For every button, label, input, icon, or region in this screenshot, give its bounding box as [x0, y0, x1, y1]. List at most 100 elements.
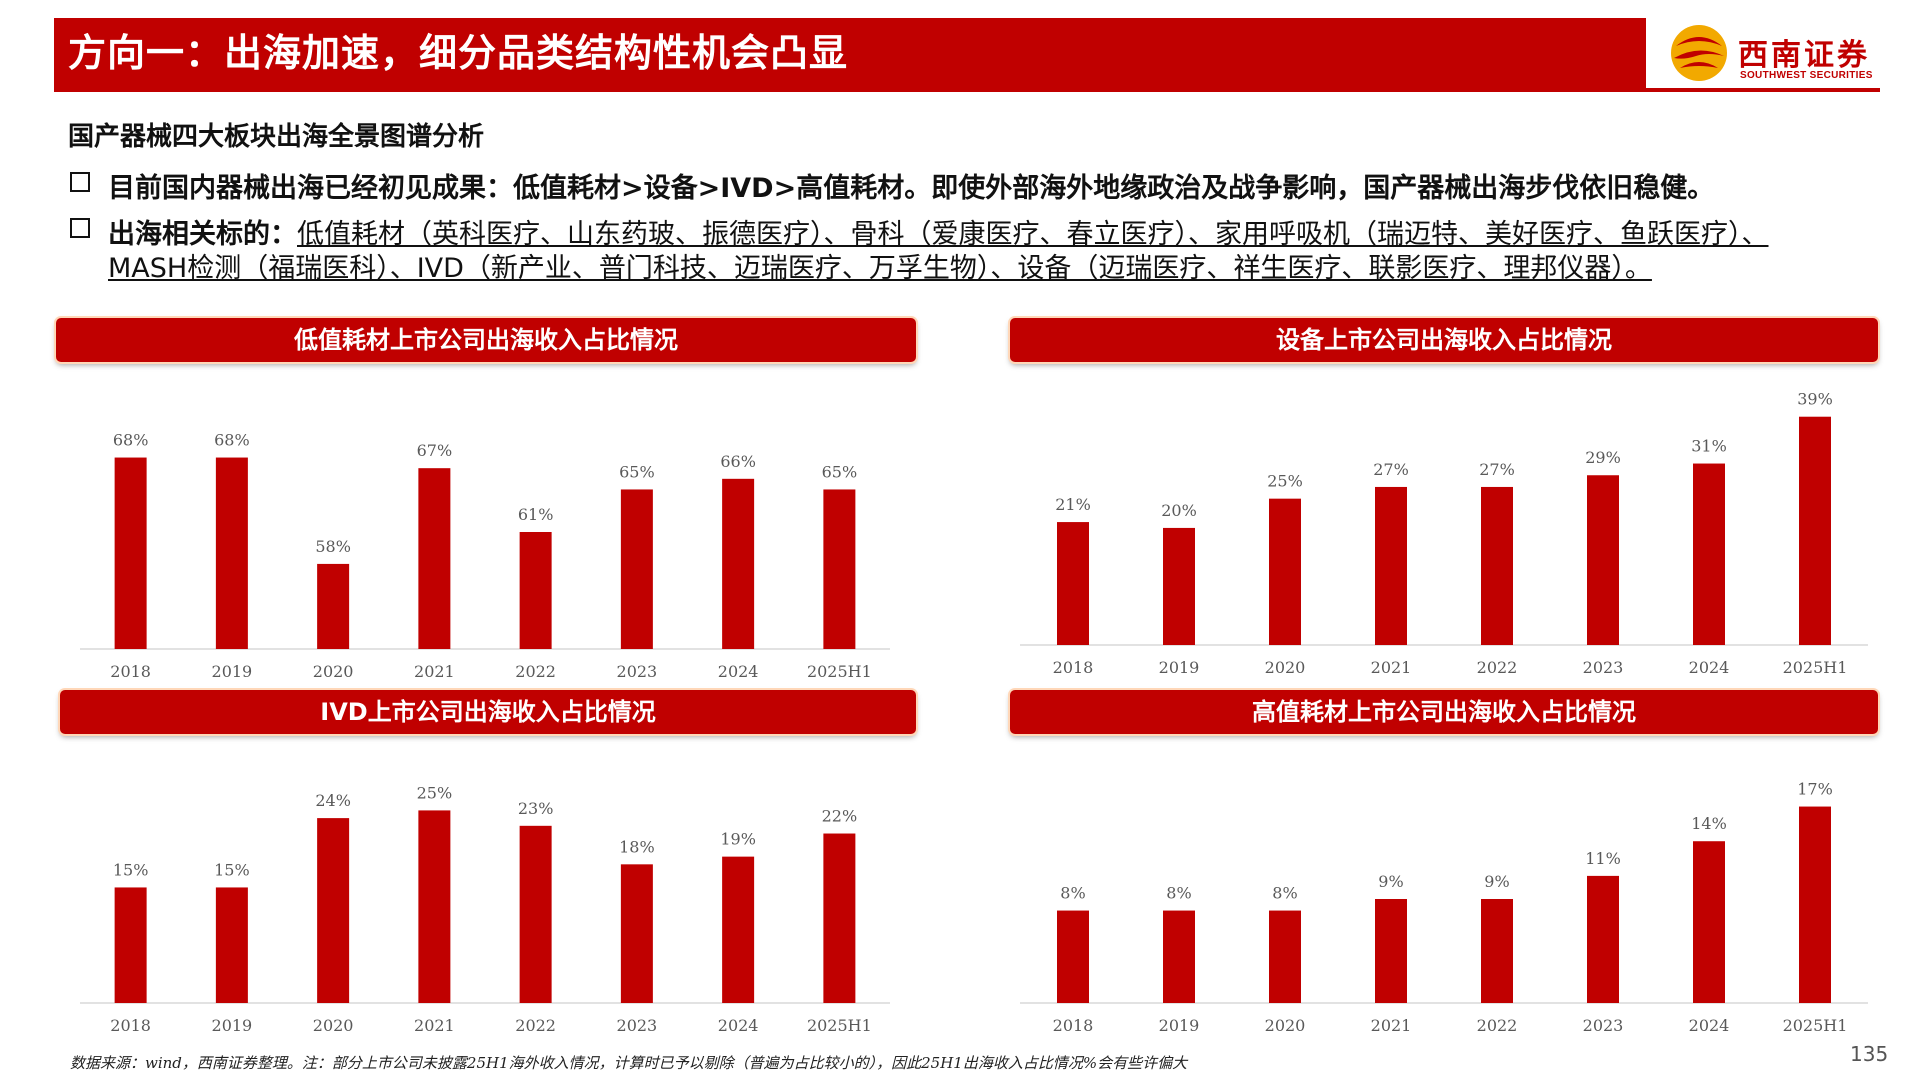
bar-2024 [722, 856, 755, 1003]
bullet-lead: 出海相关标的： [108, 219, 297, 250]
data-label-2021: 9% [1378, 872, 1403, 891]
x-tick-label-2024: 2024 [718, 662, 759, 681]
data-label-2023: 18% [619, 837, 655, 856]
bar-2025H1 [1799, 416, 1831, 645]
x-tick-label-2022: 2022 [1477, 1016, 1518, 1035]
x-tick-label-2018: 2018 [1053, 1016, 1094, 1035]
data-label-2020: 8% [1272, 884, 1297, 903]
bar-2021 [1375, 899, 1407, 1003]
x-tick-label-2022: 2022 [515, 662, 556, 681]
x-tick-label-2021: 2021 [414, 662, 455, 681]
x-tick-label-2021: 2021 [1371, 658, 1412, 677]
data-label-2018: 21% [1055, 495, 1091, 514]
bar-chart-svg: 21% 2018 20% 2019 25% 2020 27% 2021 27% 2022 29% 20… [1020, 390, 1868, 677]
x-tick-label-2019: 2019 [212, 1016, 253, 1035]
bar-2023 [620, 864, 653, 1003]
data-label-2018: 68% [113, 431, 149, 450]
bar-2018 [114, 457, 147, 649]
bar-2019 [1163, 910, 1195, 1003]
page-number: 135 [1850, 1042, 1889, 1066]
x-tick-label-2022: 2022 [515, 1016, 556, 1035]
bar-2018 [1057, 910, 1089, 1003]
x-tick-label-2023: 2023 [617, 662, 658, 681]
bar-2021 [418, 468, 451, 649]
bar-2024 [1693, 463, 1725, 645]
bullet-targets-line-2: MASH检测（福瑞医科）、IVD（新产业、普门科技、迈瑞医疗、万孚生物）、设备（… [108, 253, 1652, 284]
chart-equipment: 21% 2018 20% 2019 25% 2020 27% 2021 27% 2022 29% 20… [1010, 375, 1878, 685]
data-label-2022: 9% [1484, 872, 1509, 891]
x-tick-label-2023: 2023 [1583, 1016, 1624, 1035]
data-label-2022: 61% [518, 505, 554, 524]
x-tick-label-2018: 2018 [110, 662, 151, 681]
x-tick-label-2019: 2019 [1159, 658, 1200, 677]
data-label-2022: 27% [1479, 460, 1515, 479]
section-subtitle: 国产器械四大板块出海全景图谱分析 [68, 122, 485, 152]
bar-2020 [317, 818, 350, 1003]
bar-2024 [1693, 841, 1725, 1003]
x-tick-label-2024: 2024 [1689, 1016, 1730, 1035]
company-logo: 西南证券 SOUTHWEST SECURITIES [1668, 18, 1880, 88]
logo-emblem-icon [1671, 25, 1727, 81]
data-label-2019: 20% [1161, 501, 1197, 520]
data-source-footnote: 数据来源：wind，西南证券整理。注：部分上市公司未披露25H1海外收入情况，计… [70, 1054, 1188, 1072]
x-tick-label-2024: 2024 [1689, 658, 1730, 677]
bar-chart-svg: 8% 2018 8% 2019 8% 2020 9% 2021 9% 2022 11% 2023 14%… [1020, 780, 1868, 1035]
data-label-2021: 67% [417, 441, 453, 460]
chart-title-ivd: IVD上市公司出海收入占比情况 [60, 690, 916, 734]
title-bar: 方向一：出海加速，细分品类结构性机会凸显 [54, 18, 1646, 88]
data-label-2025H1: 39% [1797, 390, 1833, 409]
bar-2020 [1269, 910, 1301, 1003]
bullet-targets-line-1: 低值耗材（英科医疗、山东药玻、振德医疗）、骨科（爱康医疗、春立医疗）、家用呼吸机… [297, 219, 1769, 250]
chart-title-equipment: 设备上市公司出海收入占比情况 [1010, 318, 1878, 362]
data-label-2020: 25% [1267, 472, 1303, 491]
x-tick-label-2020: 2020 [1265, 658, 1306, 677]
x-tick-label-2018: 2018 [1053, 658, 1094, 677]
logo-english-name: SOUTHWEST SECURITIES [1740, 70, 1873, 81]
data-label-2018: 15% [113, 860, 149, 879]
bar-2023 [1587, 475, 1619, 645]
x-tick-label-2023: 2023 [1583, 658, 1624, 677]
x-tick-label-2020: 2020 [313, 662, 354, 681]
title-divider [54, 88, 1880, 92]
logo-chinese-name: 西南证券 [1738, 38, 1870, 73]
data-label-2023: 29% [1585, 448, 1621, 467]
bullet-text: 目前国内器械出海已经初见成果：低值耗材>设备>IVD>高值耗材。即使外部海外地缘… [108, 173, 1715, 204]
x-tick-label-2021: 2021 [1371, 1016, 1412, 1035]
bar-2020 [1269, 498, 1301, 645]
chart-ivd: 15% 2018 15% 2019 24% 2020 25% 2021 23% 2022 18% 20… [70, 745, 900, 1045]
bar-2023 [620, 489, 653, 649]
bullet-line-1: 出海相关标的：低值耗材（英科医疗、山东药玻、振德医疗）、骨科（爱康医疗、春立医疗… [108, 212, 1769, 251]
x-tick-label-2018: 2018 [110, 1016, 151, 1035]
bar-2021 [418, 810, 451, 1003]
data-label-2024: 66% [720, 452, 756, 471]
x-tick-label-2025H1: 2025H1 [1783, 1016, 1848, 1035]
bar-2019 [1163, 527, 1195, 645]
data-label-2024: 14% [1691, 814, 1727, 833]
chart-high-value: 8% 2018 8% 2019 8% 2020 9% 2021 9% 2022 11% 2023 14%… [1010, 745, 1878, 1045]
x-tick-label-2025H1: 2025H1 [807, 662, 872, 681]
bar-chart-svg: 68% 2018 68% 2019 58% 2020 67% 2021 61% 2022 65% 20… [80, 431, 890, 681]
bar-2024 [722, 478, 755, 649]
chart-title-high-value: 高值耗材上市公司出海收入占比情况 [1010, 690, 1878, 734]
bar-2019 [215, 887, 248, 1003]
data-label-2024: 19% [720, 830, 756, 849]
bar-2018 [114, 887, 147, 1003]
data-label-2018: 8% [1060, 884, 1085, 903]
x-tick-label-2025H1: 2025H1 [807, 1016, 872, 1035]
data-label-2020: 58% [315, 537, 351, 556]
bar-2023 [1587, 875, 1619, 1003]
page-title: 方向一：出海加速，细分品类结构性机会凸显 [68, 31, 849, 75]
data-label-2021: 27% [1373, 460, 1409, 479]
chart-low-value: 68% 2018 68% 2019 58% 2020 67% 2021 61% 2022 65% 20… [70, 375, 900, 685]
data-label-2019: 15% [214, 860, 250, 879]
data-label-2022: 23% [518, 799, 554, 818]
x-tick-label-2020: 2020 [1265, 1016, 1306, 1035]
x-tick-label-2025H1: 2025H1 [1783, 658, 1848, 677]
data-label-2020: 24% [315, 791, 351, 810]
x-tick-label-2020: 2020 [313, 1016, 354, 1035]
data-label-2019: 8% [1166, 884, 1191, 903]
bar-chart-svg: 15% 2018 15% 2019 24% 2020 25% 2021 23% 2022 18% 20… [80, 783, 890, 1035]
bar-2019 [215, 457, 248, 649]
data-label-2021: 25% [417, 783, 453, 802]
bar-2022 [1481, 899, 1513, 1003]
